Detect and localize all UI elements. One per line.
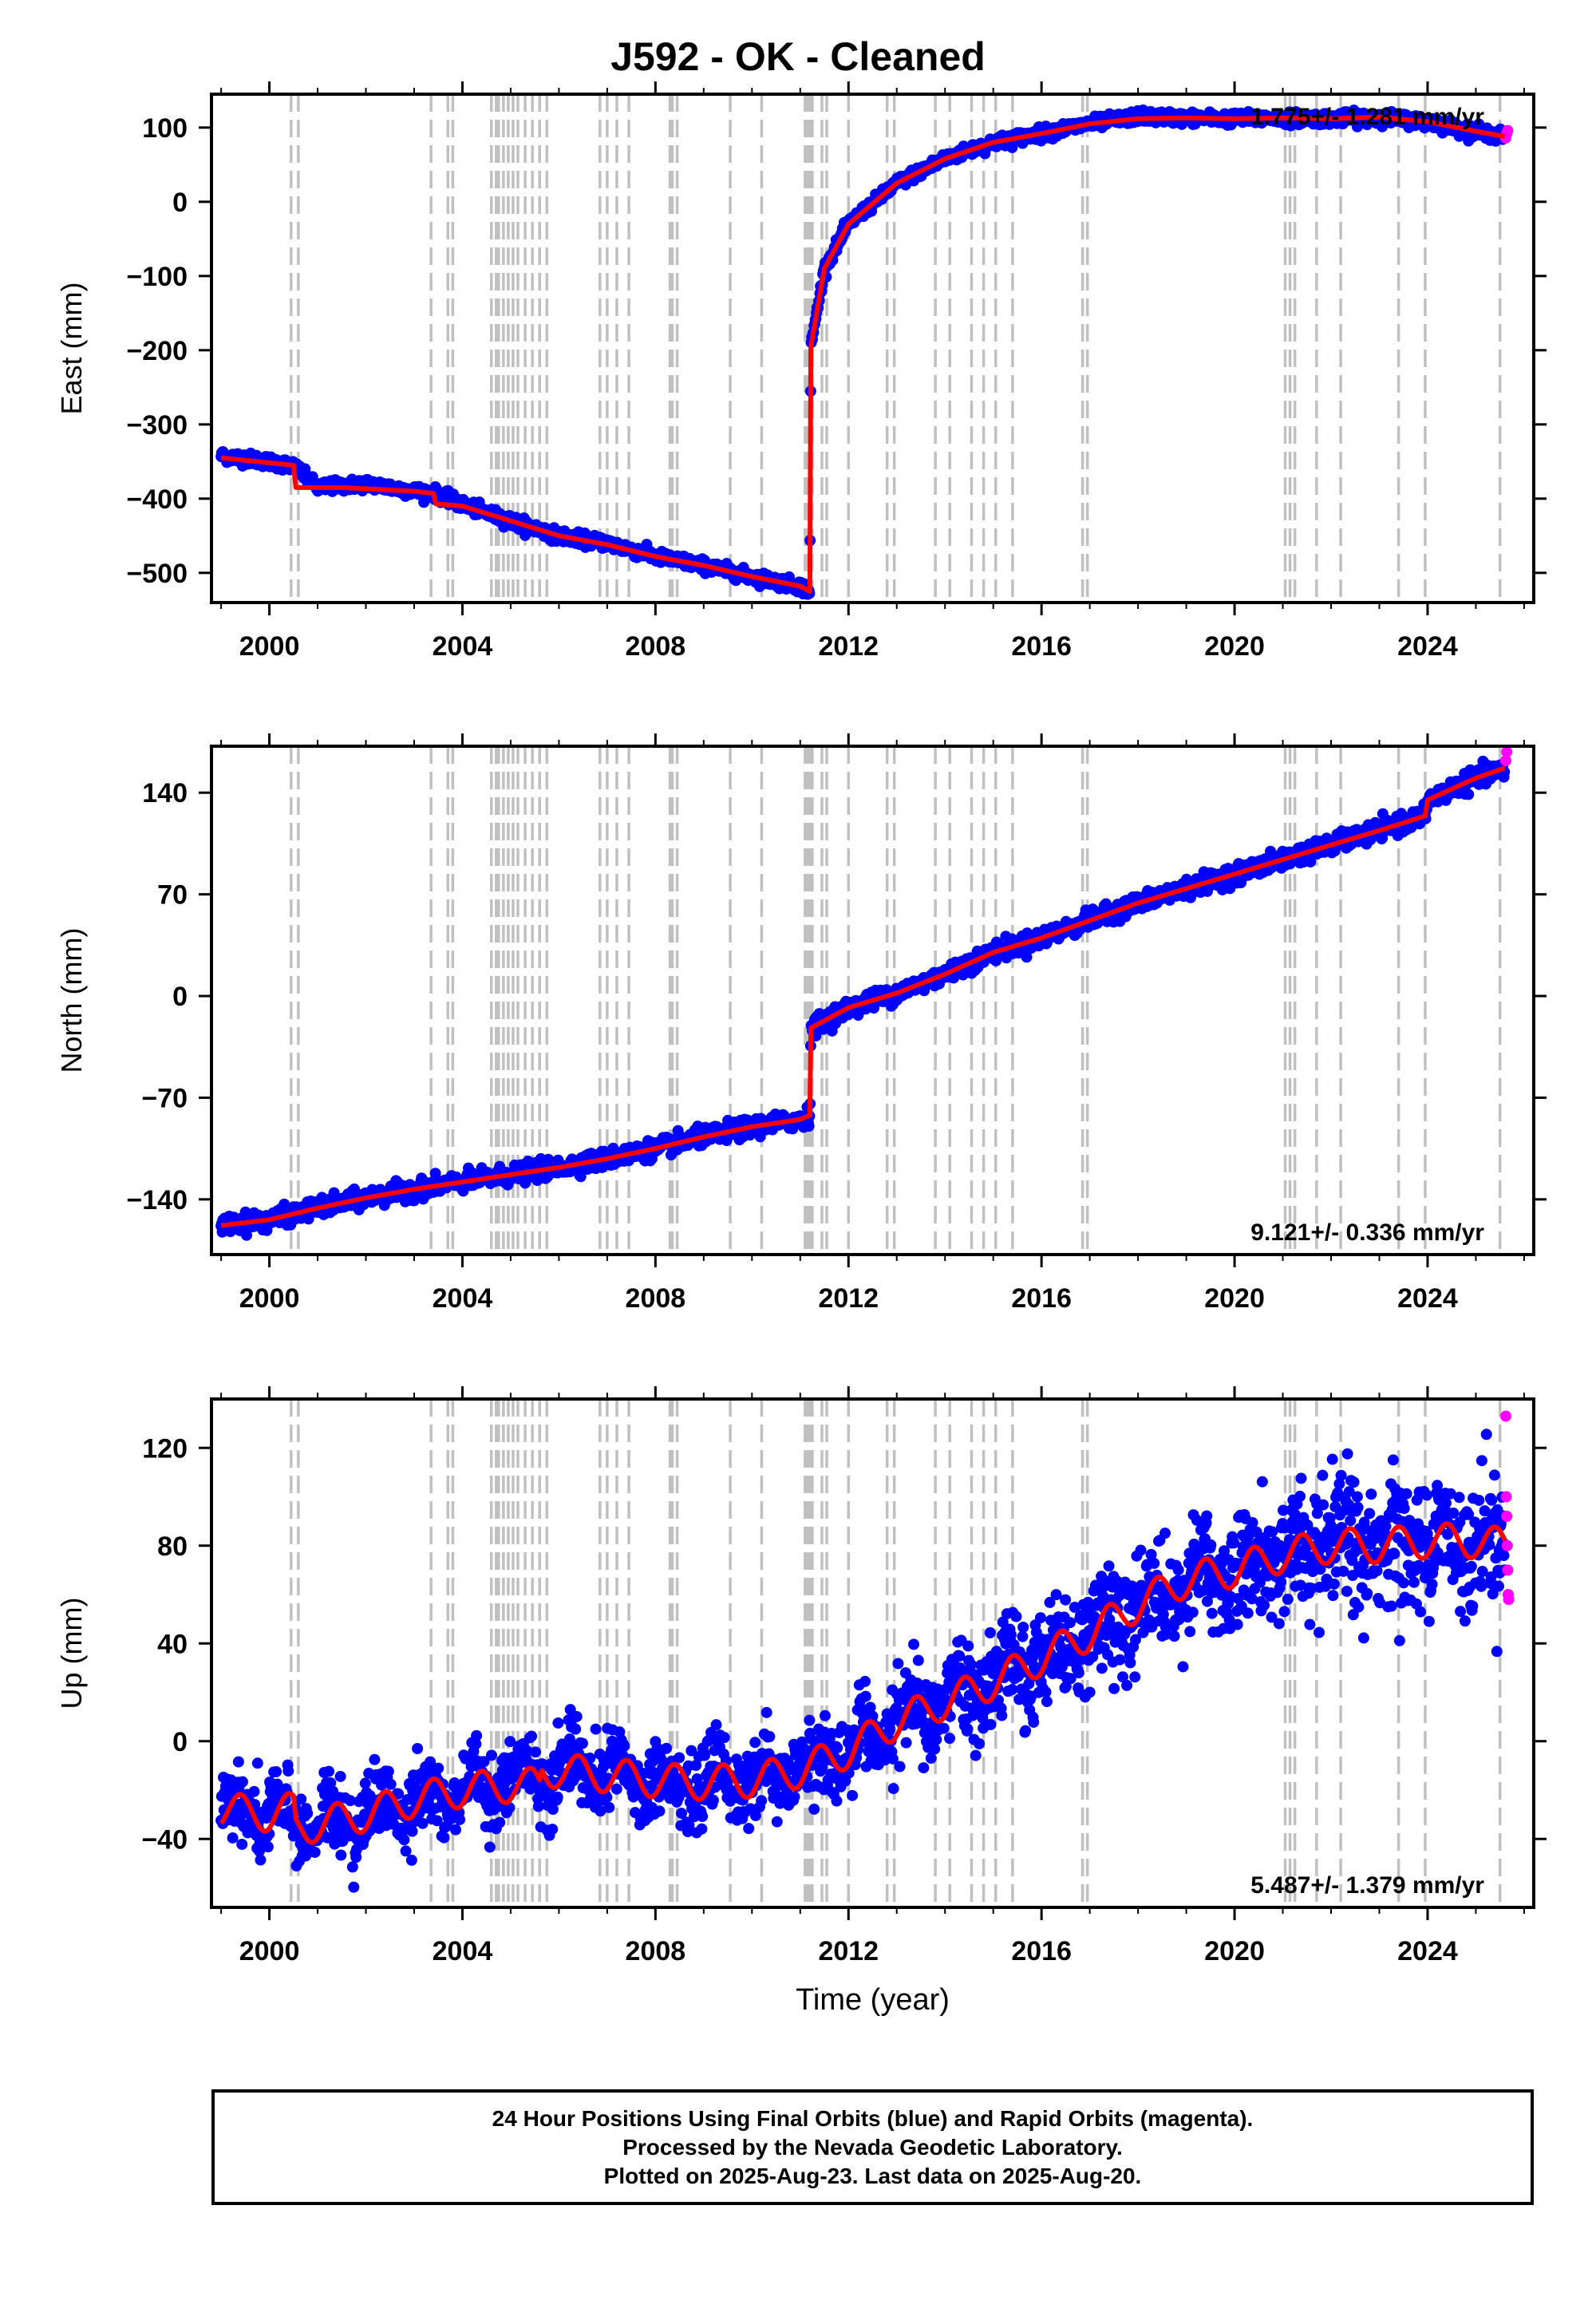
x-tick-label: 2024 [1397, 631, 1458, 662]
y-tick-label: 70 [157, 880, 188, 911]
model-line [220, 765, 1506, 1228]
model-line [220, 114, 1506, 595]
final-orbit-point [282, 1765, 294, 1777]
y-tick-label: 100 [142, 113, 188, 144]
series-rapid-orbits [1499, 746, 1513, 767]
y-tick-label: 140 [142, 778, 188, 808]
rate-label: 9.121+/- 0.336 mm/yr [1250, 1219, 1484, 1246]
rapid-orbit-point [1499, 755, 1511, 767]
final-orbit-point [325, 1777, 337, 1788]
y-tick-label: −100 [126, 262, 188, 292]
final-orbit-point [236, 1776, 248, 1788]
x-tick-label: 2016 [1011, 1283, 1072, 1314]
y-tick-label: −140 [126, 1185, 188, 1215]
final-orbit-point [1006, 141, 1018, 153]
x-tick-label: 2024 [1397, 1283, 1458, 1314]
y-tick-label: −500 [126, 559, 188, 589]
final-orbit-point [227, 1832, 239, 1844]
final-orbit-point [232, 1756, 244, 1768]
x-tick-label: 2008 [626, 631, 686, 662]
final-orbit-point [255, 1854, 267, 1866]
x-tick-label: 2000 [239, 1283, 300, 1314]
panel-up: 2000 2004 2008 2012 2016 2020 202412080400−40U… [55, 1386, 1547, 2017]
rapid-orbit-point [1502, 124, 1514, 136]
final-orbit-point [295, 1793, 307, 1805]
final-orbit-point [803, 1120, 815, 1132]
final-orbit-point [1463, 788, 1475, 800]
plot-frame [210, 93, 1535, 604]
final-orbit-point [309, 1846, 321, 1858]
y-tick-label: −70 [141, 1083, 188, 1113]
y-axis-label: East (mm) [55, 283, 88, 415]
final-orbit-point [251, 1757, 263, 1769]
y-tick-label: 0 [172, 982, 188, 1012]
chart-title: J592 - OK - Cleaned [610, 34, 986, 79]
x-tick-label: 2020 [1204, 1283, 1265, 1314]
y-tick-label: 0 [172, 188, 188, 218]
y-tick-label: −200 [126, 336, 188, 366]
x-tick-label: 2012 [818, 1283, 879, 1314]
panel-east: 2000 2004 2008 2012 2016 2020 2024 100 0 −100 −200… [55, 81, 1547, 662]
final-orbit-point [302, 1808, 314, 1820]
x-tick-label: 2004 [433, 1283, 493, 1314]
y-tick-label: −400 [126, 484, 188, 515]
x-tick-label: 2008 [626, 1283, 686, 1314]
y-tick-label: −300 [126, 410, 188, 441]
plot-area [215, 746, 1513, 1255]
final-orbit-point [236, 1838, 248, 1850]
final-orbit-point [1021, 951, 1033, 963]
x-tick-label: 2012 [818, 631, 879, 662]
plot-area [215, 1399, 1515, 1907]
plot-area [215, 94, 1514, 603]
rapid-orbit-point [1501, 746, 1513, 758]
rate-label: 1.775+/- 1.281 mm/yr [1250, 104, 1484, 130]
x-tick-label: 2004 [433, 631, 493, 662]
x-tick-label: 2020 [1204, 631, 1265, 662]
final-orbit-point [241, 1229, 253, 1241]
final-orbit-point [323, 1765, 335, 1777]
final-orbit-point [429, 1168, 441, 1180]
y-axis-label: North (mm) [55, 928, 88, 1073]
x-tick-label: 2000 [239, 631, 300, 662]
final-orbit-point [248, 1785, 260, 1797]
x-tick-label: 2016 [1011, 631, 1072, 662]
final-orbit-point [271, 1766, 282, 1778]
final-orbit-point [262, 1841, 274, 1853]
plot-frame [210, 745, 1535, 1256]
panel-north: 2000 2004 2008 2012 2016 2020 2024 140 70 0 −70 −14… [55, 733, 1547, 1314]
